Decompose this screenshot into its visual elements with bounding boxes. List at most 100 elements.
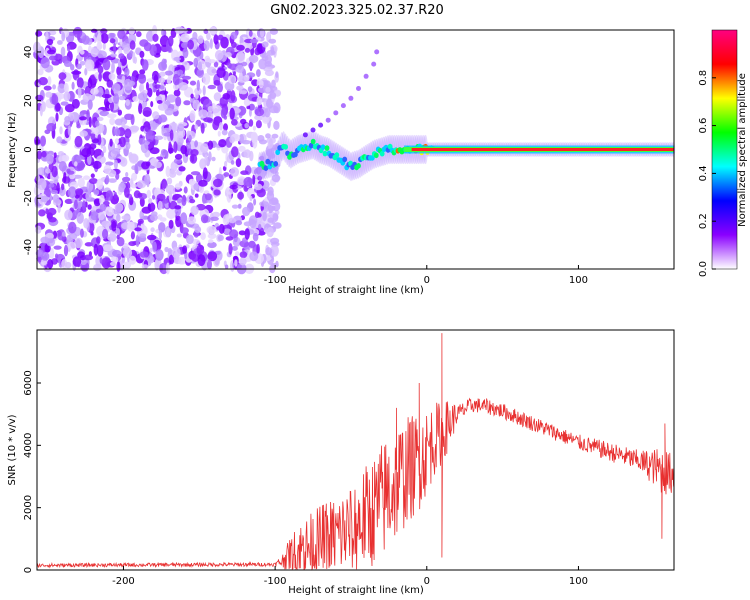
noise-blob — [150, 214, 158, 222]
noise-blob — [77, 251, 85, 258]
noise-blob — [180, 145, 188, 155]
noise-blob — [79, 116, 87, 121]
noise-blob — [161, 178, 167, 189]
noise-blob — [85, 191, 92, 201]
noise-blob — [93, 243, 99, 256]
noise-blob — [208, 239, 214, 244]
noise-blob — [197, 254, 206, 267]
noise-blob — [248, 240, 256, 248]
noise-blob — [39, 104, 43, 117]
noise-blob — [101, 257, 112, 269]
noise-blob — [190, 149, 199, 157]
noise-blob — [101, 220, 112, 227]
noise-blob — [141, 161, 150, 170]
noise-blob — [204, 193, 212, 201]
noise-blob — [36, 150, 43, 160]
trace-halo — [376, 138, 381, 168]
noise-blob — [161, 28, 165, 37]
noise-blob — [63, 244, 69, 257]
noise-blob — [211, 211, 221, 218]
noise-blob — [248, 103, 255, 111]
noise-blob — [180, 33, 190, 43]
noise-blob — [58, 72, 67, 80]
noise-blob — [143, 110, 152, 117]
noise-blob — [173, 158, 183, 164]
noise-blob — [265, 133, 271, 139]
noise-blob — [237, 145, 246, 152]
noise-blob — [57, 83, 66, 94]
noise-blob — [154, 258, 160, 271]
noise-blob — [263, 80, 269, 88]
y-tick-label: -40 — [23, 239, 34, 255]
colorbar-label: Normalized spectral amplitude — [737, 73, 748, 227]
noise-blob — [181, 75, 192, 80]
noise-blob — [40, 236, 50, 244]
spectrogram-y-label: Frequency (Hz) — [7, 112, 18, 188]
noise-blob — [257, 135, 265, 142]
y-tick-label: 6000 — [23, 370, 34, 395]
noise-blob — [243, 176, 253, 187]
noise-blob — [250, 38, 259, 44]
noise-blob — [136, 180, 147, 189]
noise-blob — [128, 255, 137, 265]
noise-blob — [225, 236, 234, 241]
noise-blob — [48, 183, 55, 188]
noise-blob — [46, 38, 54, 46]
noise-blob — [270, 237, 280, 245]
noise-blob — [152, 194, 156, 200]
noise-blob — [265, 148, 275, 158]
noise-blob — [53, 152, 57, 159]
noise-blob — [114, 128, 121, 137]
x-tick-label: -200 — [112, 275, 135, 286]
noise-blob — [258, 58, 267, 70]
noise-blob — [76, 212, 84, 224]
noise-blob — [141, 264, 149, 269]
y-tick-label: 20 — [23, 94, 34, 107]
noise-blob — [64, 103, 75, 113]
noise-blob — [220, 107, 227, 119]
noise-blob — [182, 48, 189, 59]
noise-blob — [273, 120, 280, 130]
noise-blob — [124, 67, 130, 77]
noise-blob — [139, 69, 146, 75]
noise-blob — [113, 209, 120, 215]
noise-blob — [147, 234, 157, 241]
noise-blob — [202, 85, 206, 96]
noise-blob — [181, 42, 189, 49]
noise-blob — [45, 208, 49, 215]
noise-blob — [122, 176, 131, 183]
noise-blob — [173, 89, 181, 97]
noise-blob — [177, 256, 187, 265]
noise-blob — [40, 195, 49, 203]
noise-blob — [137, 192, 143, 198]
noise-blob — [139, 197, 145, 207]
noise-blob — [271, 197, 279, 205]
spectrogram-y-ticks: -40 -20 0 20 40 — [23, 46, 41, 255]
noise-blob — [90, 88, 99, 95]
noise-blob — [94, 120, 100, 127]
noise-blob — [82, 200, 86, 211]
noise-blob — [207, 140, 214, 150]
noise-blob — [41, 150, 47, 158]
noise-blob — [53, 245, 62, 250]
noise-blob — [46, 123, 57, 132]
noise-blob — [100, 151, 105, 158]
noise-blob — [224, 160, 228, 168]
noise-blob — [90, 173, 95, 178]
noise-blob — [124, 141, 131, 150]
noise-blob — [111, 256, 119, 263]
noise-blob — [154, 135, 164, 140]
noise-blob — [48, 55, 56, 61]
noise-blob — [176, 233, 182, 238]
noise-blob — [63, 172, 67, 183]
noise-blob — [162, 198, 169, 204]
noise-blob — [117, 29, 126, 40]
noise-blob — [61, 231, 66, 237]
noise-blob — [206, 225, 217, 234]
noise-blob — [213, 61, 219, 68]
noise-blob — [189, 80, 197, 86]
noise-blob — [139, 233, 147, 239]
noise-blob — [264, 69, 274, 77]
noise-blob — [208, 59, 216, 64]
spectrogram-signal-layer — [257, 49, 676, 182]
